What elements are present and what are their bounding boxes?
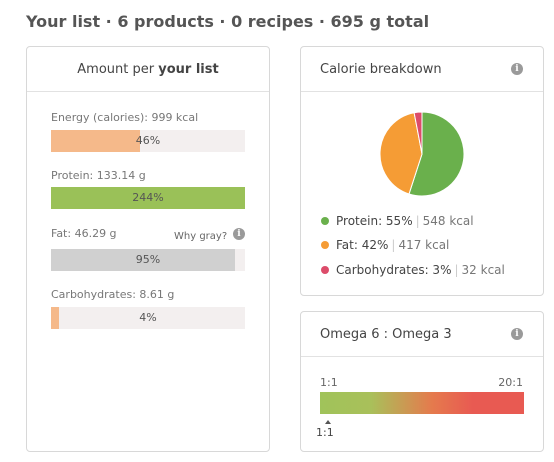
protein-percent: 244% [132,191,164,204]
amount-panel: Amount per your list Energy (calories): … [26,46,270,452]
omega-panel-header: Omega 6 : Omega 3 i [301,312,543,357]
legend-fat-name: Fat: 42% [336,238,389,252]
omega-scale-min: 1:1 [320,376,338,389]
why-gray-text[interactable]: Why gray? [174,231,228,242]
info-icon[interactable]: i [233,228,245,240]
carbohydrates-percent: 4% [139,311,157,324]
omega-gradient-bar [320,392,524,414]
calorie-pie-chart [379,111,465,197]
legend-carbohydrates-name: Carbohydrates: 3% [336,263,452,277]
amount-title-bold: your list [158,62,219,77]
info-icon[interactable]: i [511,328,523,340]
legend-protein-kcal: 548 kcal [422,214,474,228]
carbohydrates-dot [321,266,329,274]
info-icon[interactable]: i [511,63,523,75]
protein-bar: 244% [51,187,245,209]
fat-percent: 95% [135,253,161,266]
triangle-marker-icon [325,420,331,424]
omega-ratio-panel: Omega 6 : Omega 3 i 1:1 20:1 1:1 [300,311,544,452]
fat-bar-fill [51,249,236,271]
legend-protein-name: Protein: 55% [336,214,413,228]
fat-slice [379,112,423,195]
fat-bar: 95% [51,249,245,271]
protein-slice [408,111,465,197]
amount-title-prefix: Amount per [77,62,155,77]
calorie-breakdown-panel: Calorie breakdown i Protein: 55% | 548 kca… [300,46,544,296]
protein-dot [321,217,329,225]
legend-protein: Protein: 55% | 548 kcal [321,214,474,228]
energy-percent: 46% [135,134,161,147]
page-title: Your list · 6 products · 0 recipes · 695… [26,12,430,31]
carbohydrates-bar: 4% [51,307,245,329]
carbohydrates-bar-fill [51,307,59,329]
calorie-panel-title: Calorie breakdown [320,62,442,77]
omega-scale-max: 20:1 [498,376,523,389]
legend-fat-kcal: 417 kcal [398,238,450,252]
legend-carbohydrates-kcal: 32 kcal [461,263,505,277]
energy-bar: 46% [51,130,245,152]
amount-panel-header: Amount per your list [27,47,269,92]
calorie-panel-header: Calorie breakdown i [301,47,543,92]
fat-dot [321,241,329,249]
carbohydrates-label: Carbohydrates: 8.61 g [51,288,175,301]
omega-panel-title: Omega 6 : Omega 3 [320,327,452,342]
protein-label: Protein: 133.14 g [51,169,146,182]
energy-bar-fill [51,130,141,152]
energy-label: Energy (calories): 999 kcal [51,111,199,124]
legend-fat: Fat: 42% | 417 kcal [321,238,449,252]
legend-carbohydrates: Carbohydrates: 3% | 32 kcal [321,263,505,277]
protein-bar-fill [51,187,245,209]
amount-panel-title: Amount per your list [27,62,269,77]
why-gray-link[interactable]: Why gray? [174,231,227,242]
fat-label: Fat: 46.29 g [51,227,117,240]
omega-marker-label: 1:1 [316,426,334,439]
carbohydrates-slice [413,111,423,155]
